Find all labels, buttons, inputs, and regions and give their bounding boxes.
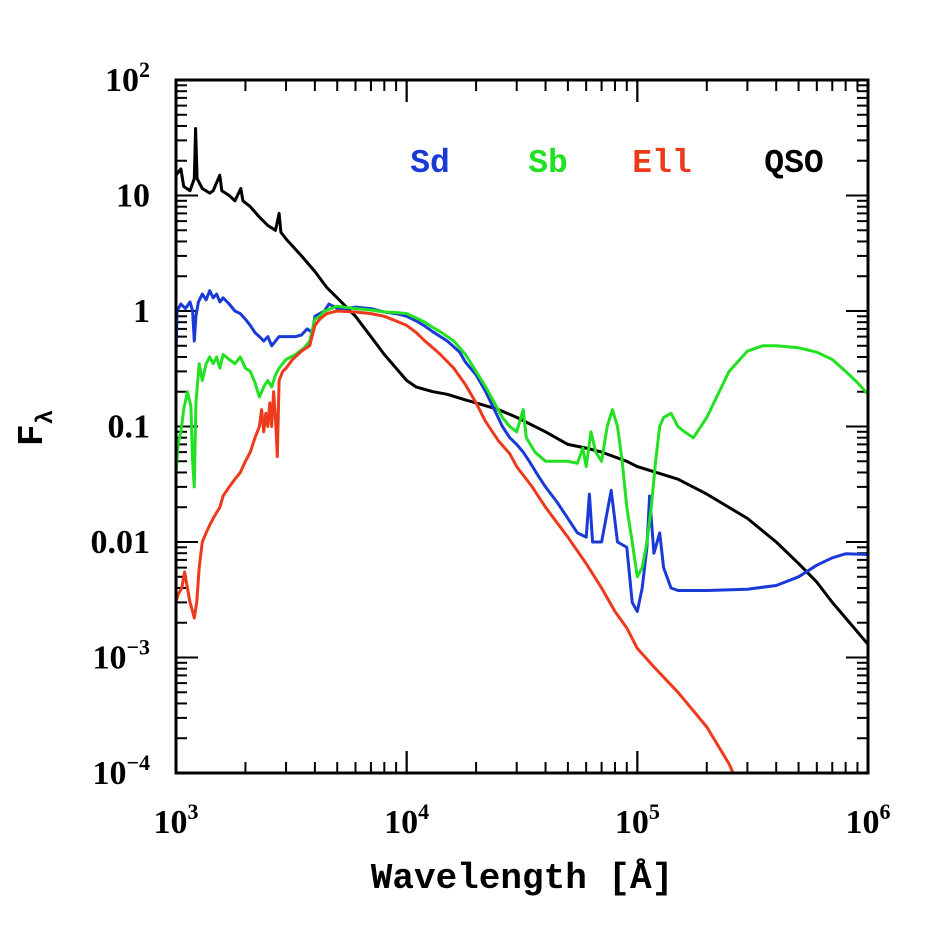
series-group: [176, 127, 868, 773]
axis-ticks: [175, 79, 869, 774]
series-line-sd: [176, 289, 868, 613]
y-tick-label: 10: [116, 178, 150, 215]
y-tick-label: 10−3: [92, 635, 150, 677]
y-tick-label: 102: [105, 57, 150, 99]
y-axis-title-main: F: [12, 424, 53, 446]
y-axis-title: Fλ: [12, 410, 60, 446]
svg-text:Fλ: Fλ: [12, 410, 60, 446]
y-axis-title-subscript: λ: [33, 410, 60, 424]
legend-label-qso: QSO: [764, 145, 823, 182]
y-tick-labels: 102 10 1 0.1 0.01 10−3 10−4: [91, 57, 151, 792]
x-tick-label: 105: [615, 799, 660, 841]
x-tick-label: 103: [154, 799, 199, 841]
y-tick-label: 0.1: [108, 409, 151, 446]
y-tick-label: 0.01: [91, 524, 151, 561]
plot-frame: [174, 78, 870, 775]
y-tick-label: 10−4: [92, 750, 150, 792]
legend-label-sb: Sb: [528, 145, 568, 182]
y-tick-label: 1: [133, 293, 150, 330]
x-axis-title: Wavelength [Å]: [371, 857, 673, 899]
legend-label-sd: Sd: [410, 145, 450, 182]
x-tick-labels: 103 104 105 106: [154, 799, 891, 841]
x-tick-label: 106: [846, 799, 891, 841]
legend-label-ell: Ell: [632, 145, 691, 182]
x-tick-label: 104: [384, 799, 429, 841]
series-line-ell: [176, 309, 735, 773]
legend: Sd Sb Ell QSO: [410, 145, 824, 182]
series-line-sb: [176, 304, 868, 579]
